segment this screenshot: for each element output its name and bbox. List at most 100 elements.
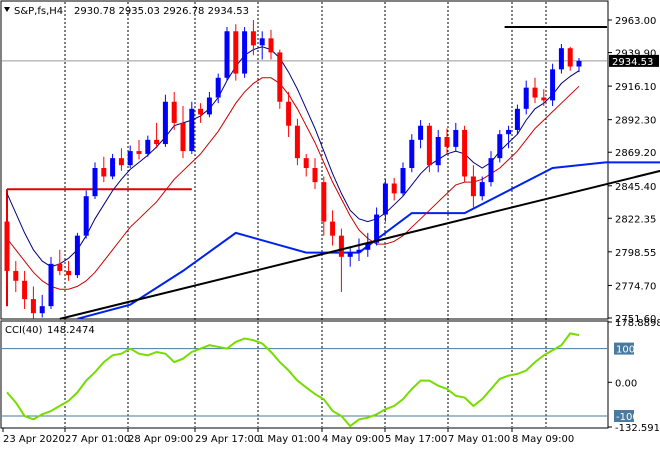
candle-body — [215, 77, 221, 98]
candle-body — [418, 125, 424, 140]
candle — [233, 24, 239, 81]
candle-body — [110, 158, 116, 177]
price-label: 2751.60 — [615, 314, 656, 325]
cci-axis-label: -100 — [616, 412, 639, 423]
candle — [391, 177, 397, 201]
candle-body — [400, 168, 406, 194]
candle — [506, 125, 512, 149]
candle-body — [118, 158, 124, 166]
cci-axis-label: 100 — [616, 345, 635, 356]
candle — [444, 128, 450, 154]
candle — [74, 232, 80, 278]
support-trendline — [59, 169, 660, 320]
candle-body — [567, 48, 573, 67]
candle — [268, 29, 274, 60]
candle-body — [514, 108, 520, 130]
price-label: 2845.40 — [615, 182, 656, 193]
time-label: 4 May 09:00 — [322, 434, 384, 445]
time-label: 23 Apr 2020 — [3, 434, 65, 445]
candle-body — [453, 129, 459, 147]
time-label: 28 Apr 09:00 — [128, 434, 193, 445]
time-label: 29 Apr 17:00 — [195, 434, 260, 445]
candle-body — [259, 38, 265, 46]
candle-body — [22, 280, 28, 300]
candle — [39, 294, 45, 318]
candle-body — [268, 38, 274, 53]
candle — [83, 190, 89, 239]
candle-body — [224, 31, 230, 78]
candle-body — [479, 182, 485, 197]
price-label: 2916.10 — [615, 82, 656, 93]
trendlines[interactable] — [59, 26, 660, 320]
candle-body — [154, 139, 160, 145]
cci-axis-label: 178.8898 — [615, 318, 660, 329]
candle — [497, 129, 503, 163]
candle — [206, 91, 212, 118]
candle-body — [330, 221, 336, 236]
candle — [418, 120, 424, 149]
candle — [294, 118, 300, 166]
candle — [550, 63, 556, 106]
candle — [30, 286, 36, 319]
candle-body — [198, 108, 204, 115]
candle-body — [242, 31, 248, 74]
candle-body — [92, 168, 98, 197]
cci-level-tag — [614, 342, 634, 355]
candle-body — [435, 137, 441, 166]
candlestick-series — [4, 20, 582, 319]
candle-body — [189, 108, 195, 152]
candle-body — [497, 134, 503, 159]
candle-body — [233, 31, 239, 74]
candle — [400, 162, 406, 197]
cci-axis: 178.8898 100 0.00 -100-132.5917 — [607, 318, 660, 434]
candle-body — [347, 252, 353, 257]
candle — [303, 153, 309, 177]
symbol-label: S&P,fs,H4 — [14, 6, 63, 17]
candle-body — [294, 125, 300, 159]
candle-body — [30, 299, 36, 314]
candle — [453, 122, 459, 152]
candle-body — [409, 139, 415, 169]
candle-body — [145, 139, 151, 154]
current-price-marker: 2934.53 — [609, 54, 659, 68]
candle-body — [171, 101, 177, 123]
candle — [101, 156, 107, 183]
candle — [48, 256, 54, 309]
candle — [462, 125, 468, 183]
price-label: 2869.20 — [615, 148, 656, 159]
time-label: 27 Apr 01:00 — [65, 434, 130, 445]
candle — [259, 31, 265, 60]
candle-body — [462, 129, 468, 177]
candle — [488, 151, 494, 187]
current-price-label: 2934.53 — [612, 57, 653, 68]
candle — [356, 238, 362, 262]
candle — [162, 94, 168, 147]
candle-body — [470, 176, 476, 197]
candle-body — [136, 151, 142, 154]
candle-body — [74, 235, 80, 276]
candle — [409, 134, 415, 173]
candle-body — [303, 158, 309, 169]
cci-panel[interactable] — [0, 320, 609, 429]
candle — [541, 89, 547, 106]
candle — [382, 179, 388, 222]
candle-body — [558, 48, 564, 70]
candle-body — [506, 129, 512, 135]
price-label: 2798.55 — [615, 248, 656, 259]
candle-body — [277, 52, 283, 102]
price-label: 2939.90 — [615, 49, 656, 60]
candle-body — [321, 182, 327, 222]
candle — [242, 27, 248, 78]
candle-body — [338, 235, 344, 257]
cci-name-label: CCI(40) — [5, 325, 43, 336]
candle-body — [576, 60, 582, 67]
candle-body — [66, 270, 72, 276]
candle — [4, 207, 10, 286]
triangle-down-icon[interactable] — [4, 7, 10, 12]
cci-axis-label: 0.00 — [615, 378, 637, 389]
candle-body — [523, 87, 529, 109]
candle — [154, 122, 160, 149]
candle — [171, 91, 177, 130]
candle — [321, 176, 327, 236]
